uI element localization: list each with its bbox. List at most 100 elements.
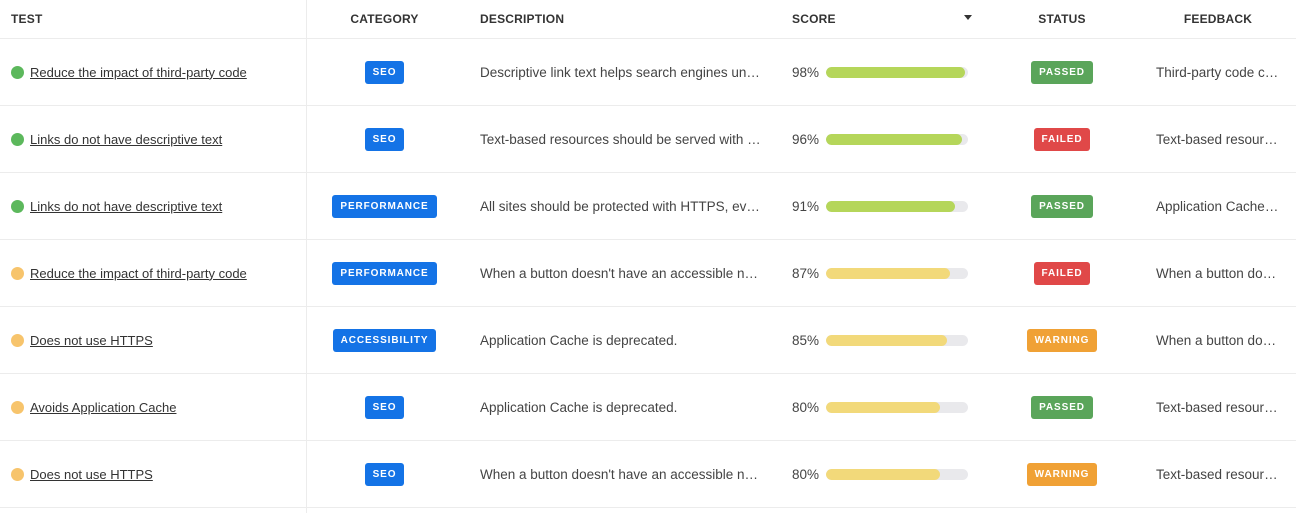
description-cell: Text-based resources should be served wi… [480, 106, 770, 172]
score-value: 80% [792, 399, 820, 415]
status-cell: WARNING [1012, 441, 1112, 507]
feedback-cell: Text-based resources should be served wi… [1156, 441, 1296, 507]
status-badge[interactable]: FAILED [1033, 261, 1091, 285]
table-row: Does not use HTTPS ACCESSIBILITY Applica… [0, 307, 1296, 374]
score-value: 80% [792, 466, 820, 482]
score-bar [826, 133, 968, 145]
status-badge[interactable]: FAILED [1033, 127, 1091, 151]
table-row: Does not use HTTPS SEO When a button doe… [0, 441, 1296, 508]
score-bar [826, 200, 968, 212]
description-text: Application Cache is deprecated. [480, 332, 678, 348]
test-link[interactable]: Does not use HTTPS [30, 332, 153, 348]
score-value: 96% [792, 131, 820, 147]
category-cell: SEO [307, 374, 462, 440]
description-text: When a button doesn't have an accessible… [480, 265, 762, 281]
category-cell: PERFORMANCE [307, 240, 462, 306]
status-cell: PASSED [1012, 39, 1112, 105]
category-badge[interactable]: ACCESSIBILITY [332, 328, 437, 352]
feedback-text: Application Cache is deprecated. [1156, 198, 1280, 214]
test-link[interactable]: Reduce the impact of third-party code [30, 64, 247, 80]
category-badge[interactable]: PERFORMANCE [332, 194, 437, 218]
header-category[interactable]: CATEGORY [350, 12, 419, 26]
table-row: Links do not have descriptive text PERFO… [0, 173, 1296, 240]
test-cell: Reduce the impact of third-party code [0, 240, 306, 306]
status-dot-icon [11, 400, 24, 414]
description-text: All sites should be protected with HTTPS… [480, 198, 762, 214]
category-cell: SEO [307, 39, 462, 105]
category-badge[interactable]: PERFORMANCE [332, 261, 437, 285]
score-bar [826, 468, 968, 480]
feedback-cell: Third-party code can significantly impac… [1156, 39, 1296, 105]
feedback-text: When a button doesn't have an accessible… [1156, 265, 1280, 281]
test-cell: Reduce the impact of third-party code [0, 39, 306, 105]
score-bar [826, 66, 968, 78]
description-cell: Application Cache is deprecated. [480, 374, 770, 440]
category-cell: ACCESSIBILITY [307, 307, 462, 373]
description-cell: Application Cache is deprecated. [480, 307, 770, 373]
description-cell: When a button doesn't have an accessible… [480, 441, 770, 507]
score-bar-fill [826, 334, 947, 346]
score-bar-fill [826, 200, 956, 212]
score-cell: 85% [792, 307, 992, 373]
feedback-text: Text-based resources should be served wi… [1156, 399, 1280, 415]
category-badge[interactable]: SEO [364, 395, 405, 419]
score-cell: 80% [792, 441, 992, 507]
score-bar-fill [826, 401, 940, 413]
score-cell: 87% [792, 240, 992, 306]
score-bar [826, 334, 968, 346]
header-test[interactable]: TEST [11, 12, 43, 26]
table-row: Avoids Application Cache SEO Application… [0, 374, 1296, 441]
status-cell: PASSED [1012, 374, 1112, 440]
status-badge[interactable]: PASSED [1031, 395, 1093, 419]
score-bar-fill [826, 267, 950, 279]
header-feedback[interactable]: FEEDBACK [1183, 12, 1253, 26]
header-score[interactable]: SCORE [792, 12, 836, 26]
category-badge[interactable]: SEO [364, 127, 405, 151]
feedback-cell: When a button doesn't have an accessible… [1156, 240, 1296, 306]
test-cell: Does not use HTTPS [0, 307, 306, 373]
test-link[interactable]: Avoids Application Cache [30, 399, 177, 415]
status-dot-icon [11, 467, 24, 481]
column-divider [306, 0, 307, 513]
score-cell: 96% [792, 106, 992, 172]
test-link[interactable]: Links do not have descriptive text [30, 131, 223, 147]
header-description[interactable]: DESCRIPTION [480, 12, 565, 26]
feedback-cell: When a button doesn't have an accessible… [1156, 307, 1296, 373]
header-status[interactable]: STATUS [1038, 12, 1086, 26]
score-cell: 91% [792, 173, 992, 239]
score-bar-fill [826, 66, 966, 78]
score-value: 98% [792, 64, 820, 80]
table-row: Reduce the impact of third-party code SE… [0, 39, 1296, 106]
sort-desc-icon[interactable] [964, 15, 972, 20]
test-cell: Links do not have descriptive text [0, 173, 306, 239]
category-cell: SEO [307, 106, 462, 172]
description-cell: All sites should be protected with HTTPS… [480, 173, 770, 239]
table-row: Links do not have descriptive text SEO T… [0, 106, 1296, 173]
status-cell: PASSED [1012, 173, 1112, 239]
category-cell: PERFORMANCE [307, 173, 462, 239]
description-text: Descriptive link text helps search engin… [480, 64, 762, 80]
description-cell: When a button doesn't have an accessible… [480, 240, 770, 306]
table-header: TEST CATEGORY DESCRIPTION SCORE STATUS F… [0, 0, 1296, 39]
status-dot-icon [11, 65, 24, 79]
test-cell: Links do not have descriptive text [0, 106, 306, 172]
category-badge[interactable]: SEO [364, 462, 405, 486]
feedback-text: Text-based resources should be served wi… [1156, 131, 1280, 147]
status-dot-icon [11, 333, 24, 347]
category-badge[interactable]: SEO [364, 60, 405, 84]
test-link[interactable]: Reduce the impact of third-party code [30, 265, 247, 281]
status-badge[interactable]: PASSED [1031, 60, 1093, 84]
status-badge[interactable]: PASSED [1031, 194, 1093, 218]
description-cell: Descriptive link text helps search engin… [480, 39, 770, 105]
status-badge[interactable]: WARNING [1026, 462, 1098, 486]
test-cell: Does not use HTTPS [0, 441, 306, 507]
description-text: Application Cache is deprecated. [480, 399, 678, 415]
status-badge[interactable]: WARNING [1026, 328, 1098, 352]
test-link[interactable]: Does not use HTTPS [30, 466, 153, 482]
status-dot-icon [11, 199, 24, 213]
test-cell: Avoids Application Cache [0, 374, 306, 440]
feedback-cell: Application Cache is deprecated. [1156, 173, 1296, 239]
score-bar-fill [826, 133, 963, 145]
score-bar [826, 401, 968, 413]
test-link[interactable]: Links do not have descriptive text [30, 198, 223, 214]
